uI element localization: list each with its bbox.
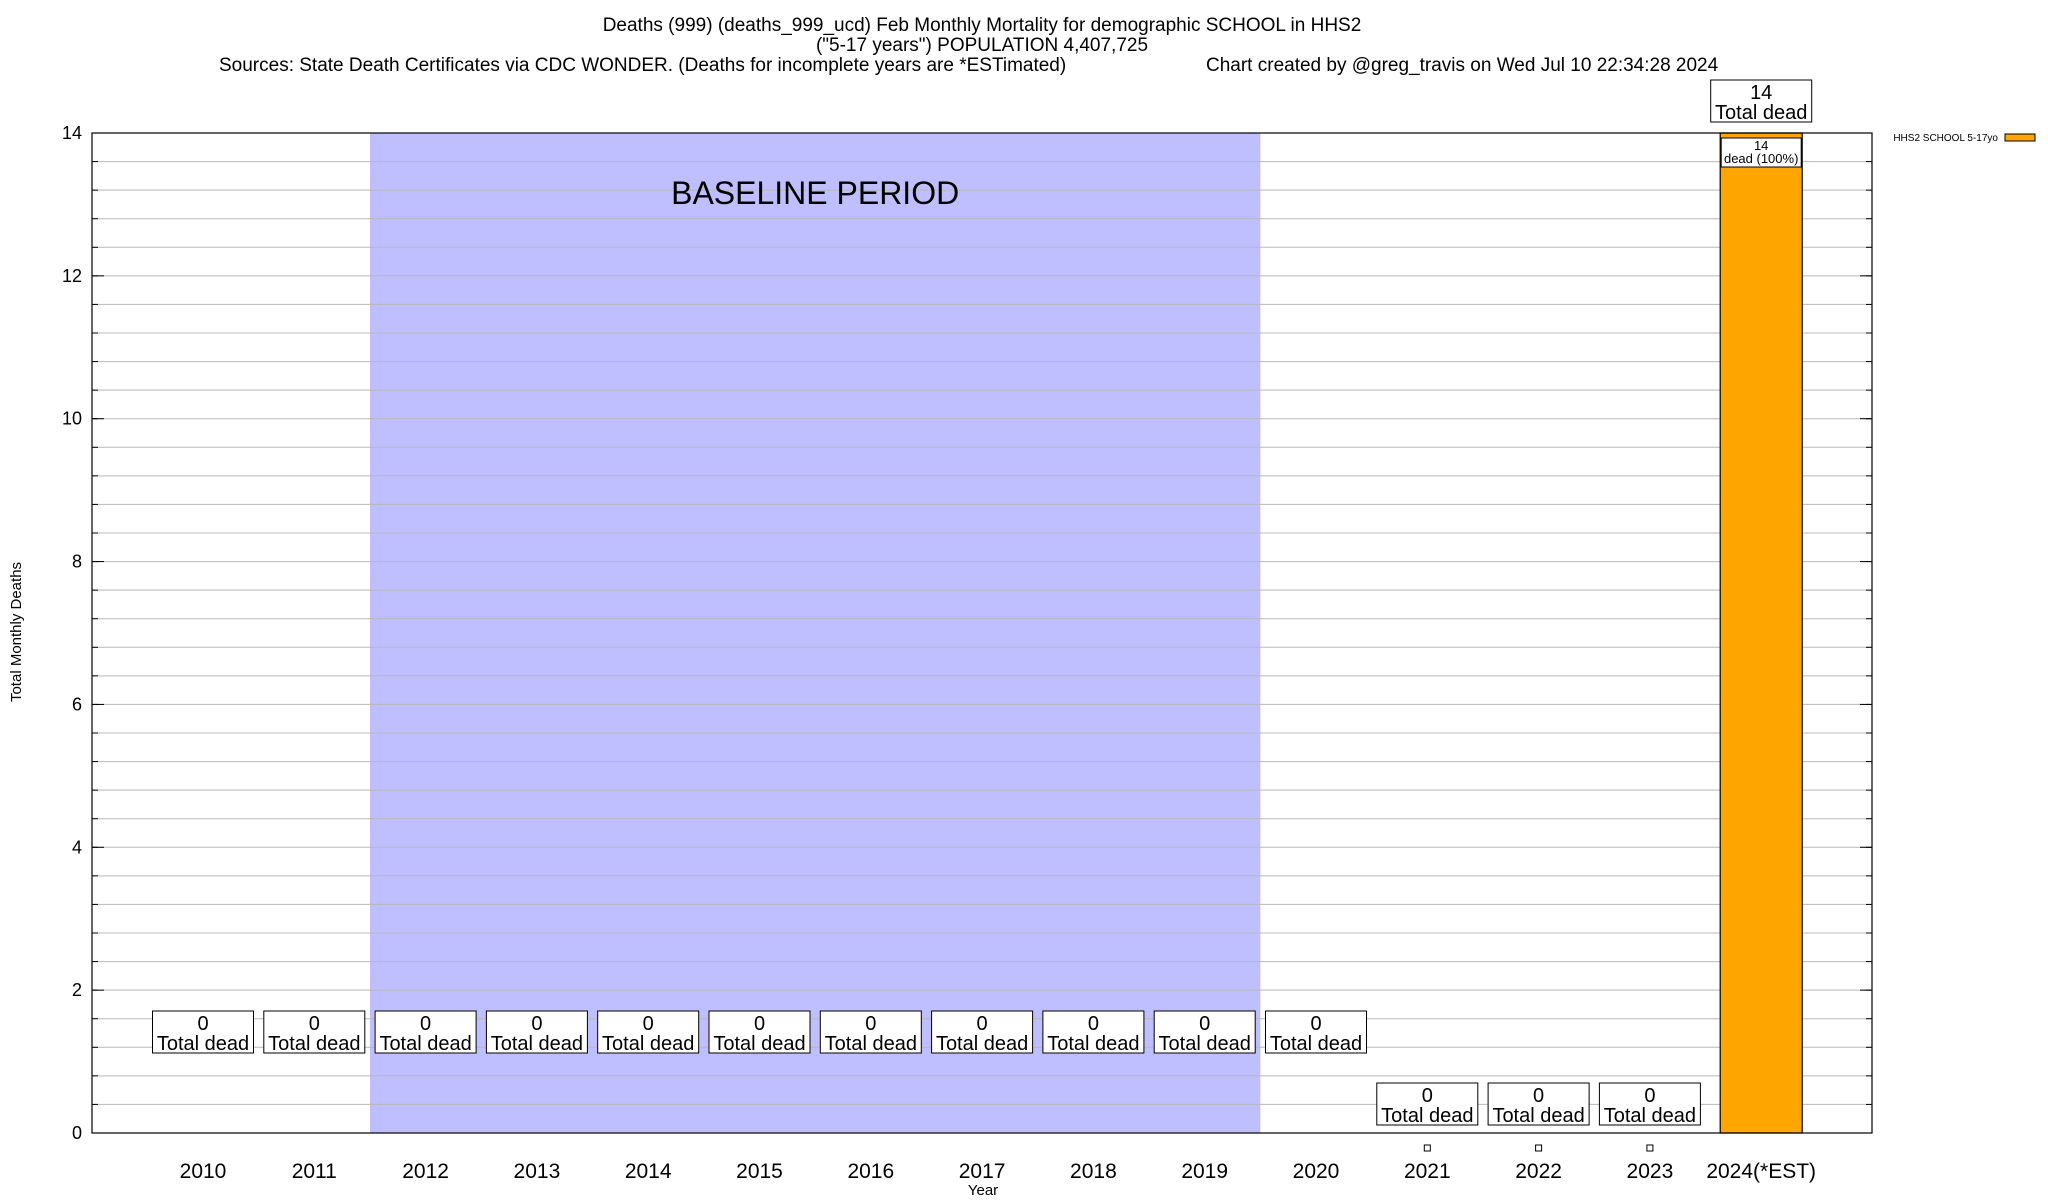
zero-marker: [1646, 1144, 1654, 1152]
total-label-text: Total dead: [379, 1033, 471, 1055]
total-label-text: Total dead: [1715, 102, 1807, 124]
total-label-value: 0: [643, 1013, 654, 1035]
y-tick-label: 10: [62, 409, 82, 429]
total-label-value: 0: [1310, 1013, 1321, 1035]
total-label-text: Total dead: [713, 1033, 805, 1055]
chart-credit-line: Chart created by @greg_travis on Wed Jul…: [1206, 55, 1719, 76]
x-tick-label: 2016: [847, 1160, 894, 1183]
total-label-text: Total dead: [825, 1033, 917, 1055]
total-label-value: 0: [1644, 1085, 1655, 1107]
segment-label-value: 14: [1754, 138, 1768, 153]
baseline-period-label: BASELINE PERIOD: [671, 175, 959, 211]
total-label-box: [708, 1010, 811, 1054]
total-label-value: 0: [1533, 1085, 1544, 1107]
x-tick-label: 2015: [736, 1160, 783, 1183]
total-label-box: [374, 1010, 477, 1054]
x-tick-label: 2023: [1627, 1160, 1674, 1183]
total-label-box: [1153, 1010, 1256, 1054]
baseline-period-band: [369, 133, 1261, 1133]
x-tick-label: 2010: [180, 1160, 227, 1183]
total-label-box: [597, 1010, 700, 1054]
total-label-text: Total dead: [602, 1033, 694, 1055]
x-tick-label: 2013: [514, 1160, 561, 1183]
x-tick-label: 2014: [625, 1160, 672, 1183]
x-tick-label: 2020: [1293, 1160, 1340, 1183]
total-label-value: 0: [531, 1013, 542, 1035]
total-label-text: Total dead: [1381, 1105, 1473, 1127]
plot-border: [91, 132, 1873, 1134]
legend-swatch: [2004, 133, 2036, 142]
total-label-text: Total dead: [936, 1033, 1028, 1055]
total-label-box: [819, 1010, 922, 1054]
total-label-box: [485, 1010, 588, 1054]
y-tick-label: 0: [72, 1123, 82, 1143]
x-tick-label: 2021: [1404, 1160, 1451, 1183]
total-label-value: 0: [1088, 1013, 1099, 1035]
bar: [1719, 132, 1803, 1134]
x-axis-label: Year: [968, 1182, 998, 1199]
total-label-value: 14: [1750, 82, 1772, 104]
legend-label: HHS2 SCHOOL 5-17yo: [1893, 133, 1998, 144]
zero-marker: [1535, 1144, 1543, 1152]
total-label-box: [1042, 1010, 1145, 1054]
zero-marker: [1423, 1144, 1431, 1152]
total-label-value: 0: [197, 1013, 208, 1035]
total-label-text: Total dead: [491, 1033, 583, 1055]
total-label-text: Total dead: [268, 1033, 360, 1055]
x-tick-label: 2018: [1070, 1160, 1117, 1183]
y-tick-label: 2: [72, 980, 82, 1000]
total-label-value: 0: [1422, 1085, 1433, 1107]
segment-label-text: dead (100%): [1724, 151, 1798, 166]
total-label-box: [1265, 1010, 1367, 1054]
x-tick-label: 2012: [402, 1160, 449, 1183]
total-label-box: [931, 1010, 1034, 1054]
total-label-box: [1710, 79, 1813, 123]
y-tick-label: 14: [62, 123, 82, 143]
y-tick-label: 12: [62, 266, 82, 286]
x-tick-label: 2011: [292, 1160, 337, 1183]
total-label-box: [1487, 1082, 1590, 1126]
total-label-text: Total dead: [1492, 1105, 1584, 1127]
plot-area: 0 2 4 6 8 10 12 14 BASELINE PERIOD 2010 2011 2012 20…: [62, 79, 2036, 1183]
total-label-value: 0: [754, 1013, 765, 1035]
y-tick-label: 4: [72, 837, 82, 857]
total-label-text: Total dead: [1047, 1033, 1139, 1055]
total-label-text: Total dead: [1270, 1033, 1362, 1055]
total-label-value: 0: [309, 1013, 320, 1035]
chart-source-line: Sources: State Death Certificates via CD…: [219, 55, 1066, 76]
chart-title-line-1: Deaths (999) (deaths_999_ucd) Feb Monthl…: [603, 15, 1362, 36]
total-label-value: 0: [420, 1013, 431, 1035]
y-tick-label: 6: [72, 694, 82, 714]
total-label-box: [1598, 1082, 1701, 1126]
x-tick-label: 2024(*EST): [1706, 1160, 1816, 1183]
segment-label-box: [1720, 137, 1802, 168]
x-tick-label: 2019: [1181, 1160, 1228, 1183]
x-tick-label: 2022: [1515, 1160, 1562, 1183]
total-label-value: 0: [865, 1013, 876, 1035]
chart-title-line-2: ("5-17 years") POPULATION 4,407,725: [816, 35, 1148, 56]
total-label-text: Total dead: [1159, 1033, 1251, 1055]
x-tick-label: 2017: [959, 1160, 1006, 1183]
total-label-value: 0: [1199, 1013, 1210, 1035]
total-label-box: [152, 1010, 254, 1054]
total-label-box: [263, 1010, 366, 1054]
total-label-text: Total dead: [1604, 1105, 1696, 1127]
total-label-text: Total dead: [157, 1033, 249, 1055]
total-label-box: [1376, 1082, 1479, 1126]
y-axis-label: Total Monthly Deaths: [8, 562, 25, 702]
y-tick-label: 8: [72, 552, 82, 572]
total-label-value: 0: [977, 1013, 988, 1035]
